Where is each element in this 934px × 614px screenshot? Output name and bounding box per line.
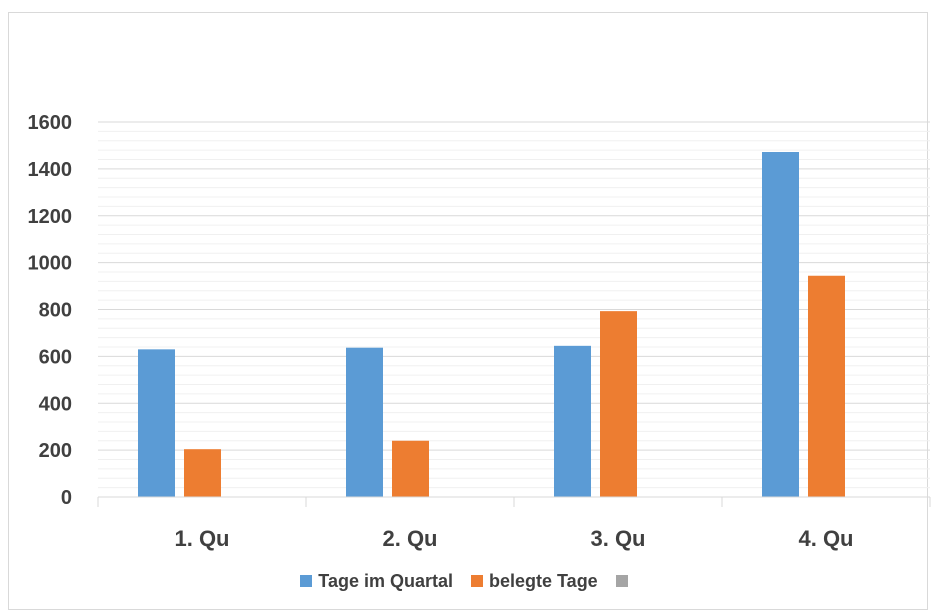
y-tick-label: 200: [39, 440, 72, 462]
legend-label: Tage im Quartal: [318, 570, 453, 591]
gridlines: [98, 121, 930, 498]
bar: [808, 275, 845, 497]
bar: [138, 349, 175, 497]
y-tick-label: 400: [39, 393, 72, 415]
legend-swatch: [615, 575, 628, 587]
bar: [600, 311, 637, 497]
x-tick-label: 3. Qu: [590, 526, 645, 551]
bar-chart: 0 200 400 600 800 1000 1200 1400 1600 1. Qu 2. Qu…: [28, 112, 931, 551]
x-tick-label: 2. Qu: [382, 526, 437, 551]
y-tick-label: 1400: [28, 159, 73, 181]
x-tick-label: 1. Qu: [174, 526, 229, 551]
x-axis: 1. Qu 2. Qu 3. Qu 4. Qu: [97, 496, 931, 551]
bar: [762, 152, 799, 497]
bar: [346, 347, 383, 497]
y-tick-label: 1600: [28, 112, 73, 134]
y-tick-label: 1000: [28, 253, 73, 275]
legend-label: belegte Tage: [489, 570, 598, 591]
y-tick-label: 600: [39, 346, 72, 368]
legend-item: belegte Tage: [471, 571, 598, 592]
y-tick-label: 800: [39, 300, 72, 322]
y-tick-label: 0: [61, 487, 72, 509]
bar: [184, 449, 221, 497]
y-axis-ticks: 0 200 400 600 800 1000 1200 1400 1600: [28, 112, 73, 509]
x-tick-label: 4. Qu: [798, 526, 853, 551]
legend-item: Tage im Quartal: [300, 571, 453, 592]
legend-item: [615, 575, 634, 587]
bar: [554, 345, 591, 497]
legend-swatch: [300, 575, 313, 587]
legend: Tage im Quartal belegte Tage: [0, 566, 934, 596]
bar: [392, 440, 429, 497]
legend-swatch: [471, 575, 483, 587]
bars: [138, 152, 845, 497]
y-tick-label: 1200: [28, 206, 73, 228]
